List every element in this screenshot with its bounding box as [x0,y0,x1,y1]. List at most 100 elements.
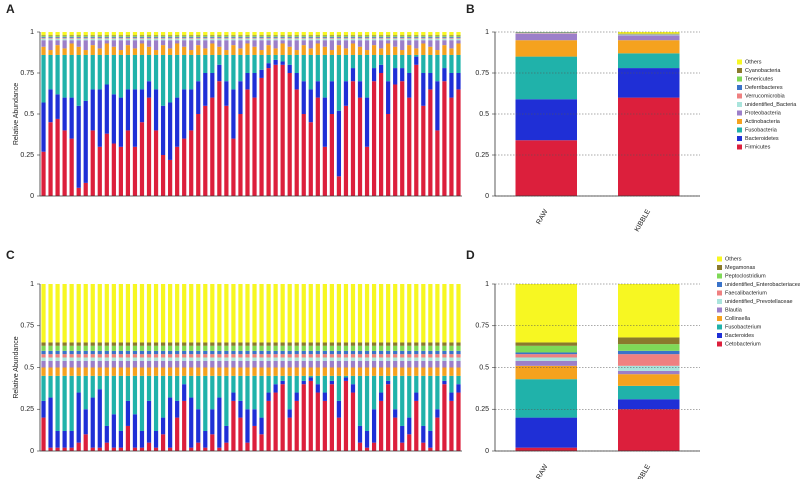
bar-segment [301,284,306,343]
bar-segment [76,360,81,368]
bar-segment [371,38,377,41]
bar-segment [41,367,46,376]
bar-segment [238,48,243,55]
bar-segment [308,367,313,376]
bar-segment [168,159,173,196]
bar-segment [407,38,412,41]
bar-segment [407,375,412,418]
bar-segment [146,342,152,346]
bar-segment [364,36,370,38]
bar-segment [315,360,320,368]
bar-segment [83,50,88,55]
legend-swatch [717,316,722,321]
bar-segment [421,73,426,106]
bar-segment [329,54,334,82]
bar-segment [379,392,384,401]
bar-segment [350,81,356,196]
legend-label: Collinsella [725,316,751,322]
bar-segment [168,284,173,343]
bar-segment [224,350,229,355]
bar-segment [160,375,166,418]
bar-segment [118,360,123,368]
bar-segment [55,447,60,451]
bar-segment [55,375,60,431]
bar-segment [76,40,81,47]
bar-segment [160,40,166,46]
bar-segment [217,357,222,361]
bar-segment [69,345,74,351]
bar-segment [111,375,116,415]
bar-segment [41,32,46,36]
bar-segment [182,357,187,361]
bar-segment [386,350,391,355]
legend-swatch [737,68,742,73]
bar-segment [393,417,398,451]
bar-segment [449,48,454,55]
bar-segment [238,342,243,346]
bar-segment [400,357,405,361]
bar-segment [407,284,412,343]
bar-segment [386,40,391,44]
bar-segment [414,284,419,343]
bar-segment [224,425,229,443]
bar-segment [421,38,426,41]
bar-segment [83,360,88,368]
bar-segment [336,417,342,451]
bar-segment [41,40,46,47]
bar-segment [252,354,257,358]
bar-segment [146,442,152,451]
bar-segment [90,367,95,376]
bar-segment [386,38,391,41]
bar-segment [41,37,46,39]
bar-segment [386,37,391,39]
bar-segment [421,43,426,55]
bar-segment [189,342,194,346]
bar-segment [189,50,194,55]
bar-segment [456,357,461,361]
bar-segment [153,375,159,431]
bar-segment [41,345,46,351]
bar-segment [203,105,208,196]
bar-segment [90,342,95,346]
bar-segment [125,38,131,41]
bar-segment [76,284,81,343]
bar-segment [287,46,292,55]
bar-segment [618,365,680,371]
bar-segment [379,342,384,346]
bar-segment [322,32,327,36]
bar-segment [252,345,257,351]
bar-segment [515,417,577,448]
bar-segment [97,367,102,376]
bar-segment [175,32,180,36]
bar-segment [357,442,363,451]
legend-swatch [717,282,722,287]
bar-segment [69,32,74,36]
bar-segment [273,284,278,343]
bar-segment [168,375,173,398]
bar-segment [69,97,74,139]
bar-segment [322,36,327,38]
bar-segment [456,384,461,393]
bar-segment [386,375,391,381]
bar-segment [618,385,680,400]
bar-segment [76,354,81,358]
bar-segment [259,50,264,55]
bar-segment [175,40,180,44]
bar-segment [97,342,102,346]
bar-segment [160,360,166,368]
bar-segment [160,367,166,376]
y-tick-label: 1 [485,29,489,36]
bar-segment [69,35,74,37]
bar-segment [90,54,95,90]
bar-segment [189,367,194,376]
bar-segment [449,37,454,39]
bar-segment [104,37,109,39]
bar-segment [97,36,102,37]
bar-segment [175,357,180,361]
bar-segment [259,40,264,51]
bar-segment [308,37,313,39]
bar-segment [414,367,419,376]
y-tick-label: 0.75 [20,323,34,330]
bar-segment [414,400,419,451]
bar-segment [435,350,440,355]
